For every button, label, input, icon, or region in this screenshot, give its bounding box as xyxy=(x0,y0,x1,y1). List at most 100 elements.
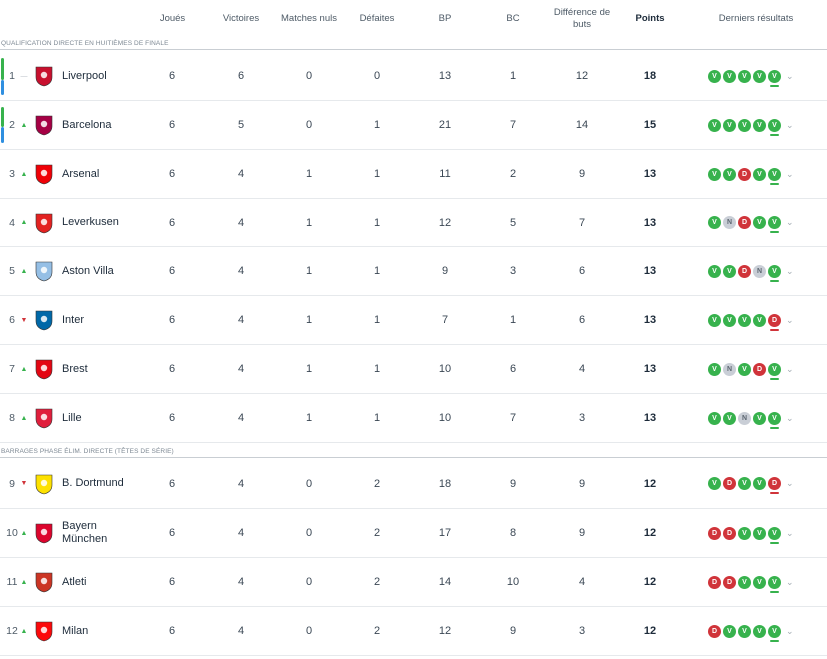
result-win-badge[interactable]: V xyxy=(753,624,766,638)
result-win-badge[interactable]: V xyxy=(753,313,766,327)
chevron-down-icon[interactable]: ⌄ xyxy=(786,265,794,276)
team-name[interactable]: Bayern München xyxy=(62,520,108,545)
result-loss-badge[interactable]: D xyxy=(738,216,751,229)
result-win-badge[interactable]: V xyxy=(768,575,781,593)
result-loss-badge[interactable]: D xyxy=(723,575,736,589)
team-name[interactable]: Milan xyxy=(62,624,89,637)
chevron-down-icon[interactable]: ⌄ xyxy=(786,119,794,130)
header-losses[interactable]: Défaites xyxy=(359,13,395,24)
result-win-badge[interactable]: V xyxy=(753,477,766,490)
result-draw-badge[interactable]: N xyxy=(753,264,766,278)
result-win-badge[interactable]: V xyxy=(753,575,766,589)
team-name[interactable]: Brest xyxy=(62,362,88,375)
team-name[interactable]: B. Dortmund xyxy=(62,477,124,489)
result-loss-badge[interactable]: D xyxy=(753,362,766,376)
team-logo[interactable] xyxy=(32,247,56,295)
result-win-badge[interactable]: V xyxy=(768,526,781,544)
result-win-badge[interactable]: V xyxy=(738,313,751,327)
result-win-badge[interactable]: V xyxy=(753,216,766,229)
result-draw-badge[interactable]: N xyxy=(738,411,751,425)
table-row[interactable]: 8 ▲ Lille 6 4 1 1 10 7 3 13 V V N V V ⌄ xyxy=(0,394,827,443)
team-logo[interactable] xyxy=(32,558,56,606)
team-logo[interactable] xyxy=(32,509,56,557)
result-win-badge[interactable]: V xyxy=(723,69,736,83)
team-name[interactable]: Atleti xyxy=(62,575,87,588)
table-row[interactable]: 2 ▲ Barcelona 6 5 0 1 21 7 14 15 V V V V V ⌄ xyxy=(0,101,827,150)
result-win-badge[interactable]: V xyxy=(768,118,781,136)
team-name[interactable]: Arsenal xyxy=(62,167,100,180)
header-ga[interactable]: BC xyxy=(506,13,520,24)
result-win-badge[interactable]: V xyxy=(723,411,736,425)
result-win-badge[interactable]: V xyxy=(738,477,751,490)
table-row[interactable]: 6 ▼ Inter 6 4 1 1 7 1 6 13 V V V V D ⌄ xyxy=(0,296,827,345)
chevron-down-icon[interactable]: ⌄ xyxy=(786,217,794,227)
result-win-badge[interactable]: V xyxy=(768,362,781,380)
team-name[interactable]: Lille xyxy=(62,411,82,424)
result-win-badge[interactable]: V xyxy=(708,69,721,83)
result-win-badge[interactable]: V xyxy=(723,118,736,132)
result-win-badge[interactable]: V xyxy=(708,118,721,132)
result-win-badge[interactable]: V xyxy=(768,624,781,642)
header-played[interactable]: Joués xyxy=(159,13,186,24)
result-win-badge[interactable]: V xyxy=(768,264,781,282)
result-loss-badge[interactable]: D xyxy=(708,575,721,589)
table-row[interactable]: 3 ▲ Arsenal 6 4 1 1 11 2 9 13 V V D V V ⌄ xyxy=(0,150,827,199)
chevron-down-icon[interactable]: ⌄ xyxy=(786,527,794,538)
result-win-badge[interactable]: V xyxy=(753,526,766,540)
result-win-badge[interactable]: V xyxy=(723,167,736,181)
table-row[interactable]: 12 ▲ Milan 6 4 0 2 12 9 3 12 D V V V V ⌄ xyxy=(0,607,827,656)
team-logo[interactable] xyxy=(32,296,56,344)
result-win-badge[interactable]: V xyxy=(738,362,751,376)
result-loss-badge[interactable]: D xyxy=(723,526,736,540)
table-row[interactable]: 5 ▲ Aston Villa 6 4 1 1 9 3 6 13 V V D N V ⌄ xyxy=(0,247,827,296)
result-draw-badge[interactable]: N xyxy=(723,216,736,229)
result-win-badge[interactable]: V xyxy=(708,362,721,376)
team-name[interactable]: Inter xyxy=(62,313,85,326)
result-loss-badge[interactable]: D xyxy=(723,477,736,490)
header-wins[interactable]: Victoires xyxy=(222,13,260,24)
result-win-badge[interactable]: V xyxy=(723,264,736,278)
table-row[interactable]: 10 ▲ Bayern München 6 4 0 2 17 8 9 12 D D V V V ⌄ xyxy=(0,509,827,558)
chevron-down-icon[interactable]: ⌄ xyxy=(786,478,794,488)
result-win-badge[interactable]: V xyxy=(738,69,751,83)
chevron-down-icon[interactable]: ⌄ xyxy=(786,168,794,179)
chevron-down-icon[interactable]: ⌄ xyxy=(786,576,794,587)
team-name[interactable]: Aston Villa xyxy=(62,264,114,277)
team-name[interactable]: Barcelona xyxy=(62,118,112,131)
table-row[interactable]: 9 ▼ B. Dortmund 6 4 0 2 18 9 9 12 V D V V D ⌄ xyxy=(0,459,827,509)
result-win-badge[interactable]: V xyxy=(723,624,736,638)
table-row[interactable]: 11 ▲ Atleti 6 4 0 2 14 10 4 12 D D V V V ⌄ xyxy=(0,558,827,607)
result-win-badge[interactable]: V xyxy=(723,313,736,327)
result-win-badge[interactable]: V xyxy=(738,118,751,132)
team-logo[interactable] xyxy=(32,394,56,442)
result-win-badge[interactable]: V xyxy=(708,264,721,278)
table-row[interactable]: 4 ▲ Leverkusen 6 4 1 1 12 5 7 13 V N D V V ⌄ xyxy=(0,199,827,247)
result-win-badge[interactable]: V xyxy=(768,167,781,185)
result-win-badge[interactable]: V xyxy=(768,216,781,233)
result-win-badge[interactable]: V xyxy=(708,411,721,425)
team-logo[interactable] xyxy=(32,101,56,149)
result-win-badge[interactable]: V xyxy=(753,69,766,83)
result-win-badge[interactable]: V xyxy=(753,118,766,132)
result-loss-badge[interactable]: D xyxy=(738,264,751,278)
team-logo[interactable] xyxy=(32,199,56,246)
team-logo[interactable] xyxy=(32,52,56,100)
result-win-badge[interactable]: V xyxy=(738,624,751,638)
team-name[interactable]: Liverpool xyxy=(62,69,107,82)
result-draw-badge[interactable]: N xyxy=(723,362,736,376)
result-loss-badge[interactable]: D xyxy=(738,167,751,181)
table-row[interactable]: 7 ▲ Brest 6 4 1 1 10 6 4 13 V N V D V ⌄ xyxy=(0,345,827,394)
result-win-badge[interactable]: V xyxy=(753,167,766,181)
team-logo[interactable] xyxy=(32,459,56,508)
header-draws[interactable]: Matches nuls xyxy=(281,13,337,24)
result-win-badge[interactable]: V xyxy=(738,526,751,540)
header-goal-difference[interactable]: Différence de buts xyxy=(553,7,611,30)
result-win-badge[interactable]: V xyxy=(753,411,766,425)
chevron-down-icon[interactable]: ⌄ xyxy=(786,314,794,325)
result-win-badge[interactable]: V xyxy=(708,216,721,229)
result-win-badge[interactable]: V xyxy=(738,575,751,589)
result-win-badge[interactable]: V xyxy=(708,167,721,181)
result-win-badge[interactable]: V xyxy=(708,477,721,490)
table-row[interactable]: 1— Liverpool 6 6 0 0 13 1 12 18 V V V V V ⌄ xyxy=(0,52,827,101)
team-logo[interactable] xyxy=(32,150,56,198)
